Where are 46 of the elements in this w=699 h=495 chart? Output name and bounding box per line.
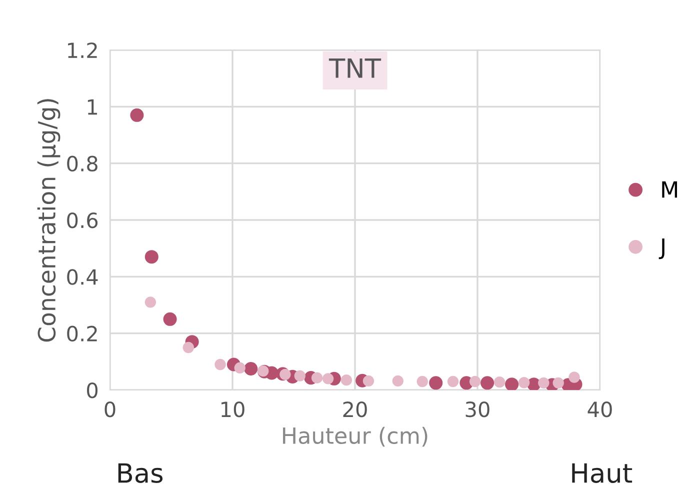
point (280, 368, 291, 380)
point (362, 375, 374, 387)
point (340, 374, 352, 386)
x-tick-label: 20 (343, 401, 367, 418)
point (469, 376, 481, 388)
point (244, 362, 258, 376)
point (568, 372, 580, 383)
y-tick-label: 0.4 (67, 269, 98, 285)
y-tick-label: 1.2 (68, 42, 97, 58)
legend-label: J (658, 238, 664, 260)
point (429, 376, 443, 390)
point (392, 375, 404, 387)
y-tick-label: 0.2 (67, 326, 97, 342)
point (552, 377, 564, 389)
point (494, 376, 506, 388)
point (214, 358, 226, 370)
text: Haut (572, 463, 632, 483)
point (234, 362, 246, 374)
point (144, 250, 158, 264)
x-tick-label: 30 (466, 401, 490, 418)
y-axis-title: Concentration (µg/g) (37, 99, 60, 342)
point (518, 377, 530, 388)
legend-label: M (662, 181, 678, 198)
point (130, 108, 144, 122)
point (182, 342, 194, 354)
point (294, 370, 306, 382)
point (416, 376, 428, 388)
y-tick-label: 0.6 (67, 212, 98, 228)
point (322, 373, 334, 384)
point (311, 372, 323, 384)
chart-title: TNT (328, 58, 382, 78)
point (480, 376, 494, 390)
point (144, 296, 156, 308)
x-axis-title: Hauteur (cm) (283, 426, 428, 447)
point (538, 377, 550, 389)
y-tick-label: 0.8 (67, 156, 98, 172)
x-tick-label: 0 (104, 401, 116, 418)
text: Bas (118, 463, 163, 483)
point (505, 378, 519, 390)
y-tick-label: 1 (88, 99, 97, 115)
point (163, 312, 177, 326)
x-tick-label: 10 (222, 401, 244, 418)
y-tick-label: 0 (87, 382, 98, 398)
x-tick-label: 40 (588, 401, 612, 418)
point (447, 376, 459, 388)
point (258, 365, 269, 377)
